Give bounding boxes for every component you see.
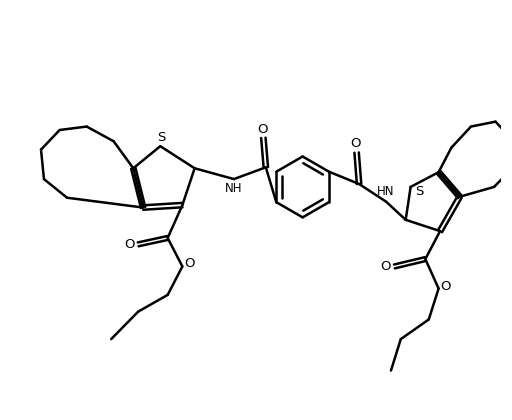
Text: O: O xyxy=(380,260,391,273)
Text: S: S xyxy=(415,185,423,198)
Text: O: O xyxy=(257,123,268,136)
Text: NH: NH xyxy=(225,182,243,195)
Text: S: S xyxy=(157,131,165,144)
Text: O: O xyxy=(350,137,361,150)
Text: O: O xyxy=(441,280,451,293)
Text: O: O xyxy=(184,257,195,270)
Text: O: O xyxy=(124,238,135,251)
Text: HN: HN xyxy=(377,185,395,198)
